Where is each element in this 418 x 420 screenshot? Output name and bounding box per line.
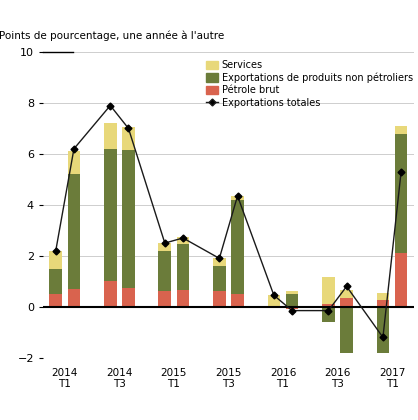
Bar <box>285 307 298 309</box>
Text: T3: T3 <box>222 379 235 389</box>
Bar <box>231 200 244 294</box>
Text: 2014: 2014 <box>106 368 133 378</box>
Text: T3: T3 <box>331 379 344 389</box>
Bar <box>231 294 244 307</box>
Bar <box>340 307 353 353</box>
Bar <box>231 196 244 200</box>
Bar <box>49 251 62 268</box>
Text: 2016: 2016 <box>324 368 351 378</box>
Bar <box>285 294 298 307</box>
Bar <box>122 150 135 288</box>
Bar <box>122 127 135 150</box>
Text: 2016: 2016 <box>270 368 296 378</box>
Bar <box>104 123 117 149</box>
Bar <box>377 307 389 353</box>
Text: T1: T1 <box>277 379 289 389</box>
Bar <box>322 307 335 322</box>
Text: Points de pourcentage, une année à l'autre: Points de pourcentage, une année à l'aut… <box>0 31 224 41</box>
Bar <box>377 300 389 307</box>
Bar <box>177 237 189 244</box>
Bar <box>340 290 353 298</box>
Bar <box>322 304 335 307</box>
Bar <box>158 251 171 291</box>
Bar <box>158 291 171 307</box>
Bar <box>122 288 135 307</box>
Text: 2014: 2014 <box>52 368 78 378</box>
Bar <box>395 134 408 253</box>
Bar <box>68 151 80 174</box>
Bar <box>49 294 62 307</box>
Bar <box>377 293 389 300</box>
Bar <box>104 281 117 307</box>
Text: T3: T3 <box>113 379 126 389</box>
Bar <box>68 174 80 289</box>
Text: 2017: 2017 <box>379 368 405 378</box>
Bar <box>285 291 298 294</box>
Bar <box>268 295 280 307</box>
Bar <box>213 258 226 266</box>
Text: T1: T1 <box>59 379 71 389</box>
Bar <box>49 268 62 294</box>
Bar <box>104 149 117 281</box>
Bar <box>213 266 226 291</box>
Bar <box>158 243 171 251</box>
Text: 2015: 2015 <box>161 368 187 378</box>
Bar <box>213 291 226 307</box>
Bar <box>395 126 408 134</box>
Text: 2015: 2015 <box>215 368 242 378</box>
Bar <box>177 290 189 307</box>
Text: T1: T1 <box>168 379 180 389</box>
Bar <box>340 298 353 307</box>
Text: T1: T1 <box>385 379 398 389</box>
Bar <box>68 289 80 307</box>
Legend: Services, Exportations de produits non pétroliers, Pétrole brut, Exportations to: Services, Exportations de produits non p… <box>206 60 413 108</box>
Bar <box>322 278 335 304</box>
Bar <box>395 253 408 307</box>
Bar <box>177 244 189 290</box>
